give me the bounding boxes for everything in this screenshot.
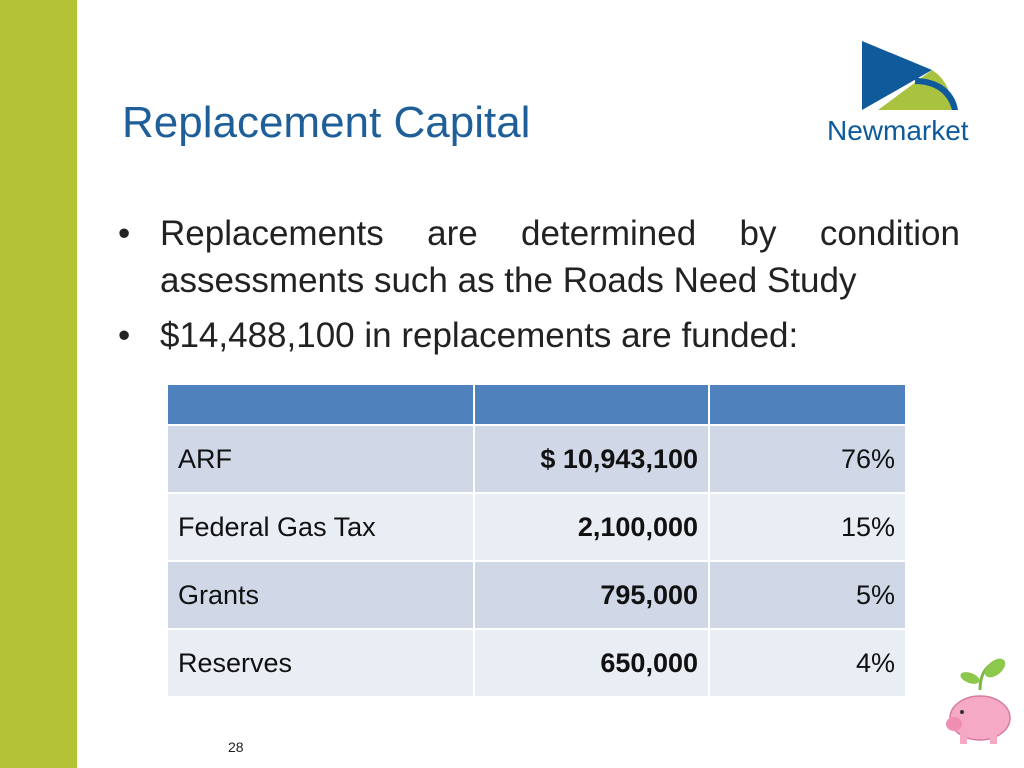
bullet-list: Replacements are determined by condition… xyxy=(118,210,960,367)
table-row: ARF $ 10,943,100 76% xyxy=(166,424,907,494)
table-cell: Grants xyxy=(166,560,475,630)
table-cell: Federal Gas Tax xyxy=(166,492,475,562)
logo: Newmarket xyxy=(827,41,969,146)
table-cell: 5% xyxy=(708,560,907,630)
slide-title: Replacement Capital xyxy=(122,98,531,147)
table-cell: 15% xyxy=(708,492,907,562)
table-cell: 76% xyxy=(708,424,907,494)
table-cell: 795,000 xyxy=(473,560,710,630)
table-cell: 2,100,000 xyxy=(473,492,710,562)
table-row: Grants 795,000 5% xyxy=(166,560,907,630)
funding-table: ARF $ 10,943,100 76% Federal Gas Tax 2,100,0… xyxy=(166,383,907,698)
table-cell: Reserves xyxy=(166,628,475,698)
table-cell: 4% xyxy=(708,628,907,698)
bullet: Replacements are determined by condition… xyxy=(118,210,960,304)
table-row: Reserves 650,000 4% xyxy=(166,628,907,698)
table-cell: 650,000 xyxy=(473,628,710,698)
header-row xyxy=(166,383,907,426)
table-row: Federal Gas Tax 2,100,000 15% xyxy=(166,492,907,562)
table-cell: ARF xyxy=(166,424,475,494)
side-bar xyxy=(0,0,77,768)
piggy-bank-icon xyxy=(946,658,1011,744)
table-cell: $ 10,943,100 xyxy=(473,424,710,494)
bullet: $14,488,100 in replacements are funded: xyxy=(118,312,960,359)
page-number: 28 xyxy=(228,739,244,755)
logo-text: Newmarket xyxy=(827,115,969,146)
